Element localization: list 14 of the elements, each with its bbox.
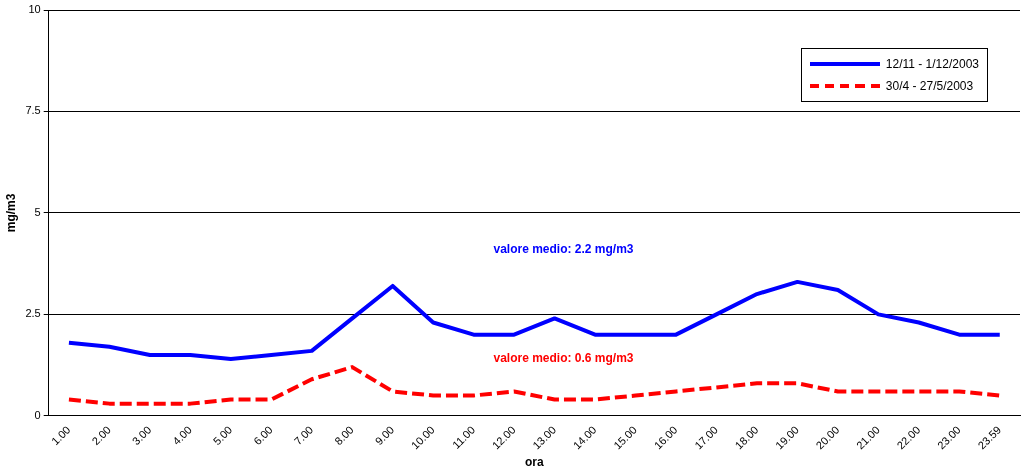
x-tick-label: 7.00 (291, 423, 316, 448)
line-series (66, 365, 1002, 406)
y-tick-label: 7.5 (25, 104, 41, 117)
y-tick-label: 2.5 (25, 307, 41, 320)
annotation: valore medio: 0.6 mg/m3 (493, 351, 634, 366)
y-axis-title: mg/m3 (3, 193, 18, 233)
x-axis-title: ora (525, 455, 544, 470)
legend-label: 30/4 - 27/5/2003 (885, 79, 974, 93)
legend-label: 12/11 - 1/12/2003 (885, 57, 979, 71)
x-tick-label: 4.00 (170, 423, 194, 448)
annotation: valore medio: 2.2 mg/m3 (493, 241, 634, 256)
y-tick-label: 0 (34, 408, 41, 421)
y-tick-label: 5 (34, 205, 41, 218)
y-tick-label: 10 (28, 3, 41, 16)
